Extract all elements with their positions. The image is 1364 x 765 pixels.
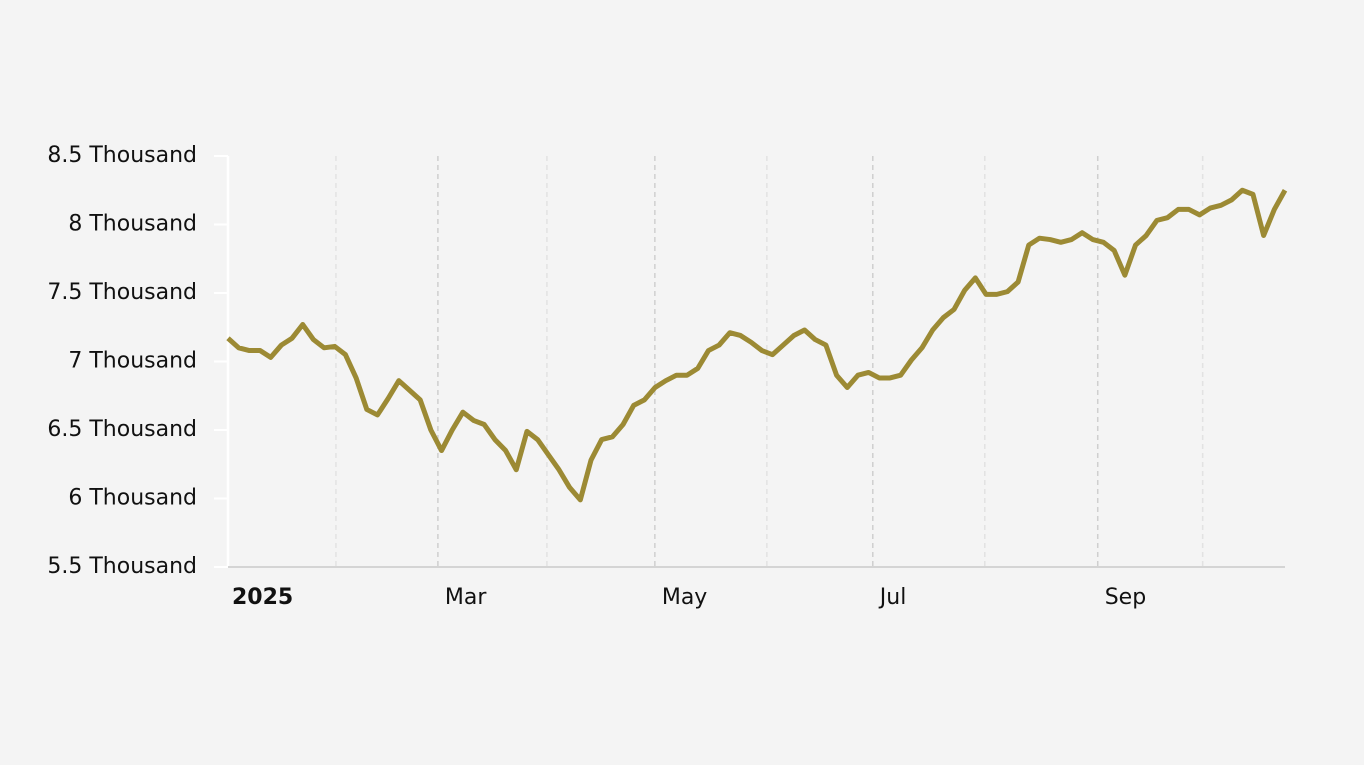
- line: [226, 187, 1288, 503]
- x-tick-label: May: [662, 585, 707, 610]
- y-tick-label: 8 Thousand: [68, 212, 197, 237]
- x-tick-label: Jul: [878, 585, 907, 610]
- x-tick-label: Sep: [1105, 585, 1146, 610]
- y-tick-label: 7 Thousand: [68, 349, 197, 374]
- y-tick-label: 5.5 Thousand: [47, 554, 197, 579]
- y-tick-label: 6 Thousand: [68, 486, 197, 511]
- y-tick-label: 7.5 Thousand: [47, 280, 197, 305]
- x-tick-label: Mar: [445, 585, 487, 610]
- y-tick-label: 8.5 Thousand: [47, 143, 197, 168]
- y-tick-label: 6.5 Thousand: [47, 417, 197, 442]
- x-tick-label: 2025: [232, 585, 293, 610]
